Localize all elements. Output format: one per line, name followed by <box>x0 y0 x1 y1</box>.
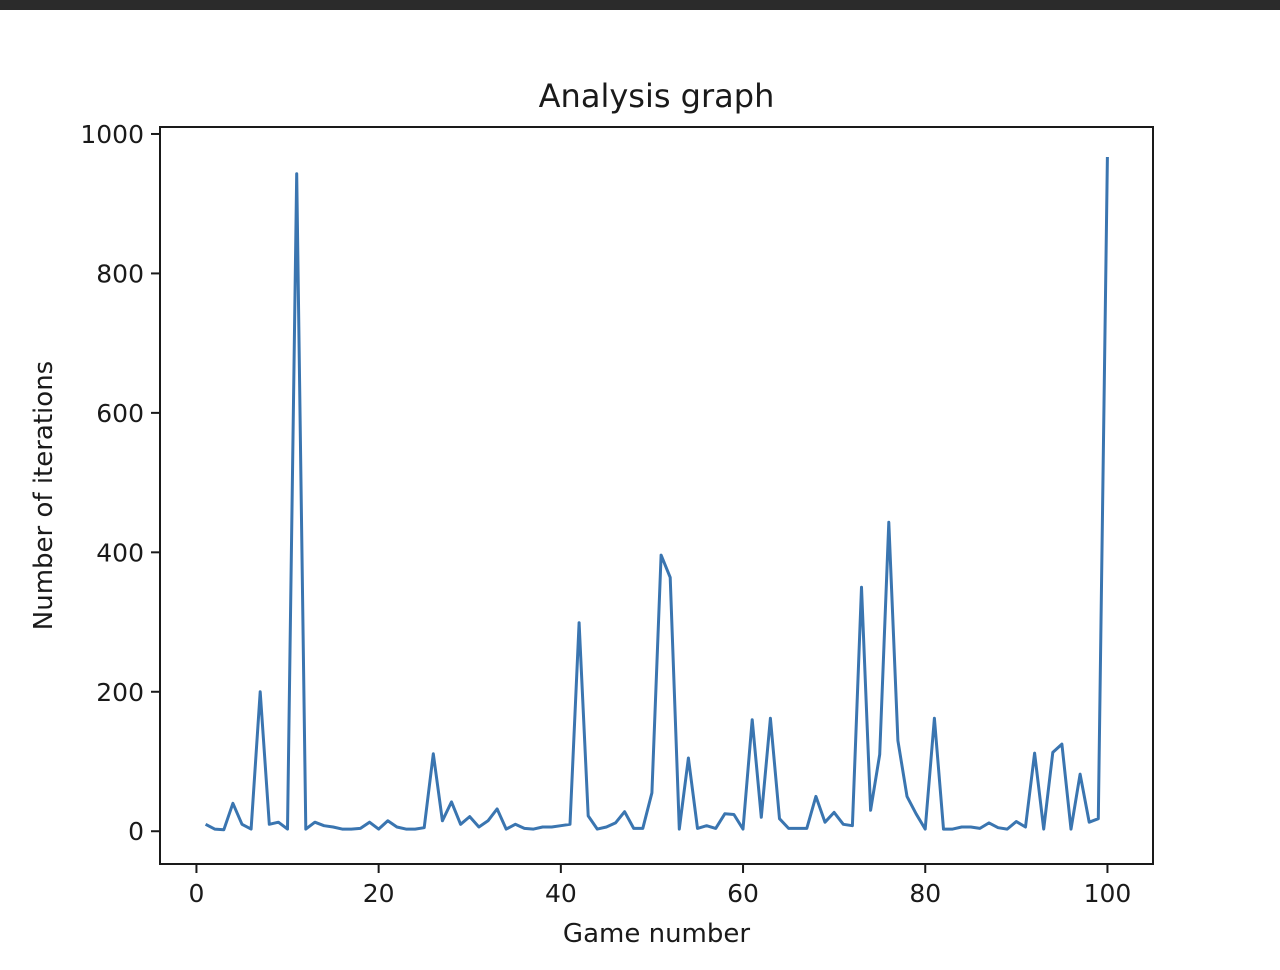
x-tick-label: 0 <box>188 879 204 908</box>
x-axis-label: Game number <box>563 919 750 949</box>
line-chart: Analysis graph 0 20 40 60 80 100 0 200 400 600 80… <box>29 77 1154 949</box>
y-axis: 0 200 400 600 800 1000 <box>80 120 160 846</box>
y-tick-label: 200 <box>96 678 144 707</box>
x-tick-label: 20 <box>363 879 395 908</box>
axes-frame <box>159 126 1154 865</box>
y-axis-label: Number of iterations <box>29 361 59 630</box>
x-tick-label: 60 <box>727 879 759 908</box>
y-tick-label: 600 <box>96 399 144 428</box>
y-tick-label: 800 <box>96 259 144 288</box>
x-tick-label: 80 <box>909 879 941 908</box>
window-top-bar <box>0 0 1280 10</box>
x-axis: 0 20 40 60 80 100 <box>188 864 1131 908</box>
plot-area <box>204 156 1109 832</box>
y-tick-label: 1000 <box>80 120 144 149</box>
x-tick-label: 100 <box>1084 879 1132 908</box>
y-tick-label: 0 <box>128 817 144 846</box>
y-tick-label: 400 <box>96 538 144 567</box>
series-line <box>204 156 1109 832</box>
chart-figure: Analysis graph 0 20 40 60 80 100 0 200 400 600 80… <box>0 10 1280 966</box>
chart-title: Analysis graph <box>539 77 775 115</box>
x-tick-label: 40 <box>545 879 577 908</box>
